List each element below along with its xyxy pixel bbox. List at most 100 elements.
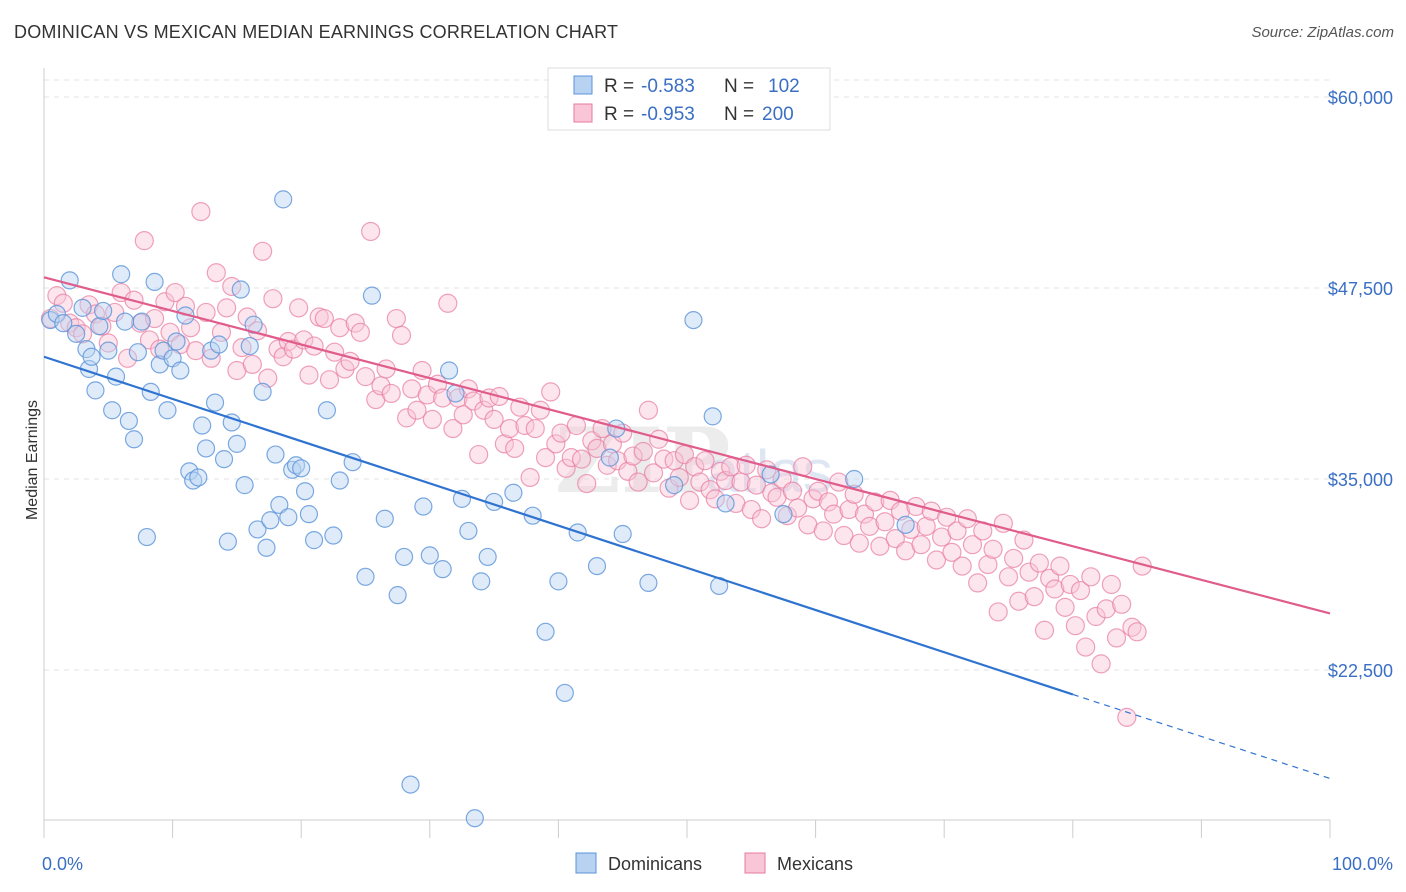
mexican-point-174 — [952, 556, 972, 576]
mexican-point-113 — [638, 400, 659, 420]
dominican-point-2 — [54, 314, 73, 333]
legend-r-value-1: -0.583 — [641, 76, 695, 97]
dominican-point-48 — [253, 382, 272, 402]
legend-r-label-1: R = — [604, 76, 634, 97]
dominican-point-50 — [261, 511, 280, 530]
dominican-point-15 — [112, 265, 131, 284]
mexican-point-56 — [345, 313, 365, 333]
dominican-point-68 — [388, 586, 407, 605]
mexican-point-96 — [551, 423, 571, 443]
legend-n-label-1: N = — [724, 76, 754, 97]
mexican-point-188 — [1024, 587, 1044, 607]
dominican-point-10 — [90, 317, 109, 336]
dominican-point-39 — [214, 450, 234, 469]
dominican-point-47 — [248, 520, 267, 539]
mexican-point-1 — [47, 286, 67, 306]
dominican-point-53 — [274, 190, 293, 209]
mexican-point-183 — [998, 567, 1019, 587]
dominican-point-8 — [82, 347, 101, 366]
mexican-point-103 — [587, 438, 607, 459]
dominican-point-78 — [465, 809, 484, 828]
dominican-point-59 — [299, 505, 319, 524]
dominican-point-93 — [665, 476, 684, 495]
dominican-point-52 — [270, 495, 289, 515]
mexican-point-45 — [289, 298, 309, 318]
mexican-point-177 — [968, 573, 988, 593]
dominican-point-60 — [304, 531, 324, 550]
dominican-point-37 — [205, 393, 225, 412]
dominican-point-58 — [295, 482, 315, 501]
mexican-point-86 — [499, 418, 520, 439]
dominican-point-12 — [99, 341, 118, 360]
dominican-point-16 — [115, 312, 135, 331]
mexican-point-83 — [484, 409, 504, 430]
dominican-point-5 — [73, 298, 92, 317]
dominican-point-28 — [167, 332, 186, 351]
dominican-point-13 — [103, 401, 122, 420]
trend-lines — [43, 276, 1331, 780]
dominican-point-32 — [184, 471, 203, 490]
mexican-point-27 — [196, 302, 216, 323]
y-tick-label-1: $35,000 — [1328, 470, 1393, 490]
dominican-point-35 — [196, 439, 216, 458]
mexican-point-152 — [839, 499, 859, 520]
mexican-point-101 — [577, 473, 597, 494]
mexican-point-204 — [1106, 628, 1127, 648]
dominican-point-71 — [414, 497, 433, 516]
tick-labels: $22,500 $35,000 $47,500 $60,000 0.0% 100.0% — [42, 88, 1393, 874]
mexican-point-31 — [217, 298, 237, 318]
dominican-point-56 — [286, 456, 306, 475]
mexican-point-114 — [643, 463, 664, 483]
mexican-point-5 — [72, 324, 93, 344]
legend-swatch-mexicans — [573, 103, 593, 123]
mexican-point-50 — [314, 308, 334, 329]
dominican-point-63 — [330, 471, 349, 490]
mexican-point-65 — [391, 325, 412, 345]
mexican-point-151 — [834, 525, 854, 546]
mexican-point-148 — [818, 492, 839, 512]
mexican-point-12 — [117, 348, 138, 368]
x-tick-label-0: 0.0% — [42, 854, 83, 874]
dominican-point-72 — [420, 546, 439, 565]
dominican-point-98 — [761, 465, 780, 484]
mexican-point-20 — [160, 322, 180, 342]
dominican-point-97 — [716, 494, 735, 513]
mexican-point-34 — [232, 337, 252, 358]
mexican-point-24 — [181, 318, 201, 338]
mexican-point-64 — [386, 308, 406, 329]
mexican-point-185 — [1009, 591, 1029, 611]
dominican-point-61 — [317, 401, 337, 420]
mexican-point-176 — [962, 535, 983, 555]
mexican-point-173 — [947, 521, 967, 541]
mexican-point-93 — [535, 448, 556, 468]
mexican-point-166 — [911, 535, 931, 555]
mexican-point-85 — [494, 434, 514, 454]
dominican-point-88 — [587, 556, 607, 576]
mexican-point-150 — [829, 472, 849, 492]
y-tick-label-2: $47,500 — [1328, 279, 1393, 299]
mexican-point-193 — [1050, 556, 1070, 576]
dominican-point-4 — [67, 324, 86, 343]
dominican-point-21 — [137, 527, 156, 547]
correlation-legend: R = -0.583 N = 102 R = -0.953 N = 200 — [547, 67, 831, 131]
mexican-point-77 — [453, 405, 473, 425]
dominican-point-42 — [227, 434, 246, 453]
mexican-point-205 — [1112, 594, 1132, 614]
mexican-point-59 — [361, 221, 381, 242]
mexican-point-29 — [206, 263, 226, 283]
dominican-point-85 — [549, 572, 568, 591]
y-tick-label-3: $60,000 — [1328, 88, 1393, 108]
mexican-point-110 — [623, 446, 643, 466]
dominican-point-18 — [124, 430, 144, 449]
mexican-point-111 — [628, 472, 648, 492]
y-axis-title: Median Earnings — [24, 400, 41, 520]
mexican-point-122 — [685, 457, 705, 477]
mexican-point-169 — [926, 550, 947, 570]
mexican-point-112 — [633, 441, 653, 462]
mexican-point-36 — [242, 354, 262, 374]
mexican-point-167 — [916, 516, 936, 536]
mexican-point-2 — [53, 293, 73, 313]
dominican-point-19 — [128, 343, 147, 362]
mexican-point-161 — [885, 528, 905, 549]
mexican-point-206 — [1117, 707, 1137, 727]
